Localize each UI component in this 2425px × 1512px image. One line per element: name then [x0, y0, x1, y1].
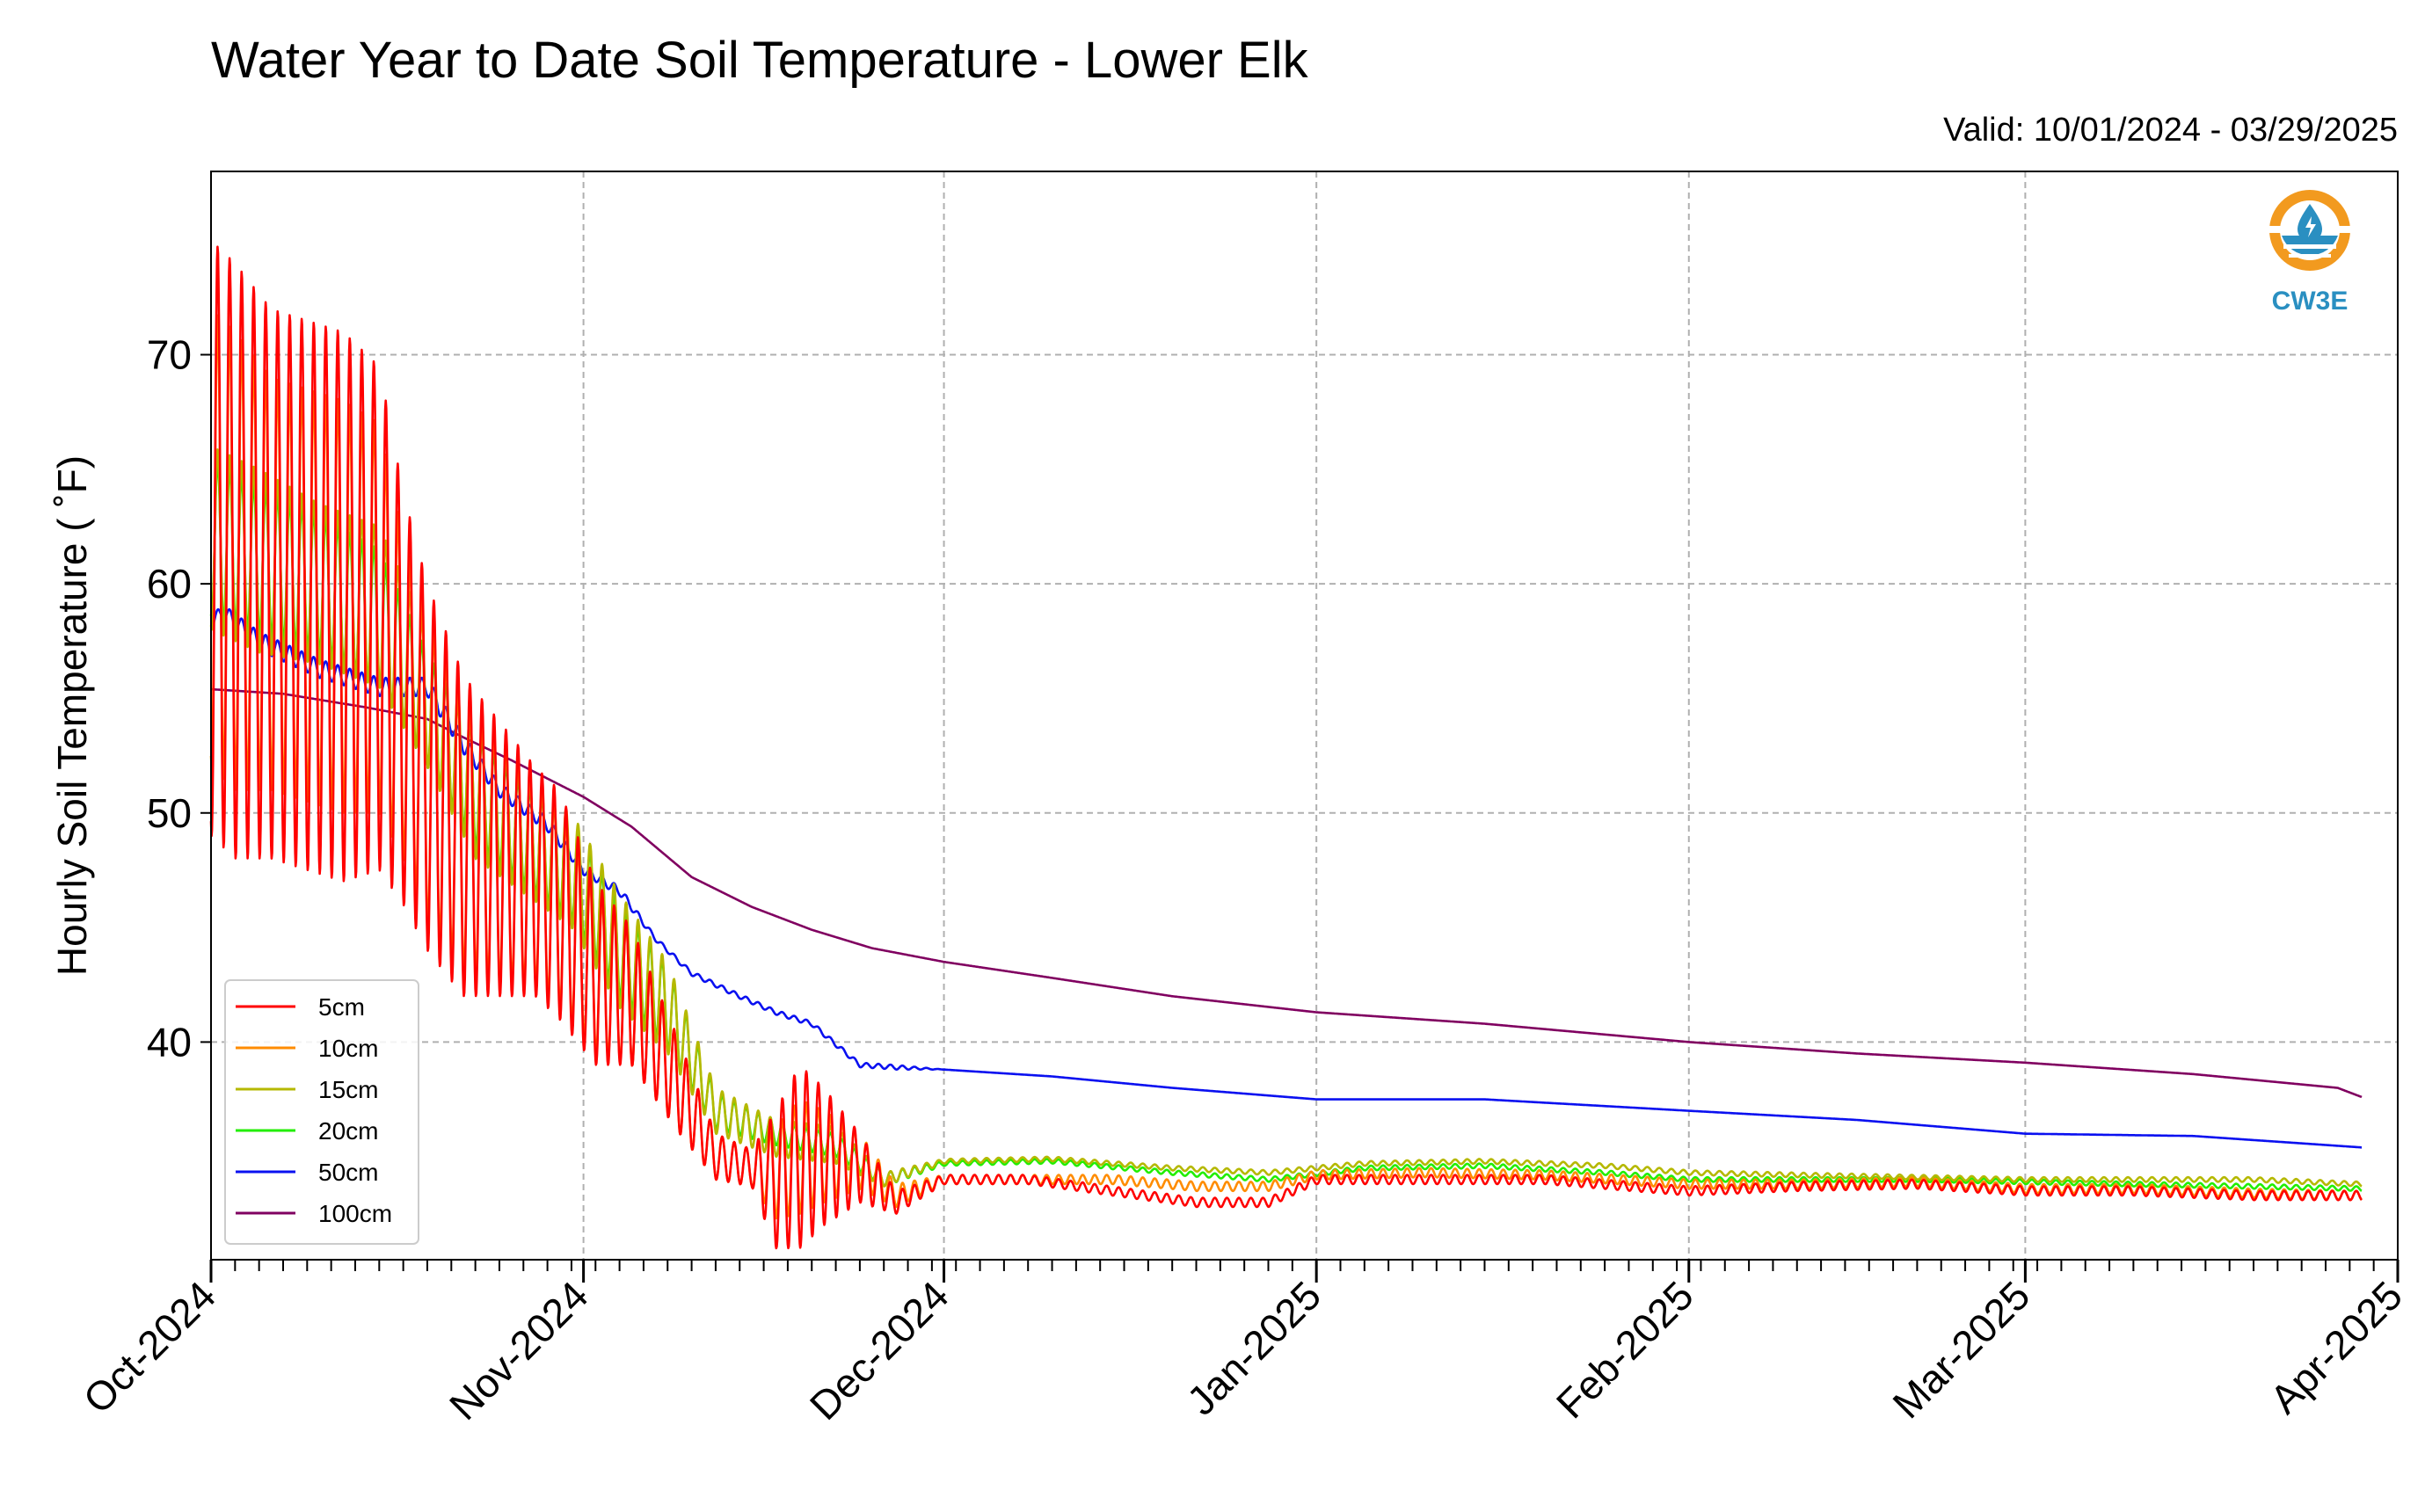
series-line-10cm — [209, 314, 2363, 1220]
x-tick-label: Mar-2025 — [1883, 1272, 2038, 1427]
plot-frame — [210, 171, 2399, 1261]
legend-label-5cm: 5cm — [318, 993, 365, 1021]
x-tick-label: Feb-2025 — [1547, 1272, 1702, 1427]
legend-label-100cm: 100cm — [318, 1200, 392, 1227]
legend-label-15cm: 15cm — [318, 1076, 378, 1103]
logo-text: CW3E — [2272, 287, 2349, 316]
series-line-5cm — [209, 245, 2363, 1250]
series-line-20cm — [209, 461, 2363, 1192]
legend-label-20cm: 20cm — [318, 1117, 378, 1145]
y-axis-label: Hourly Soil Temperature ( ˚F) — [49, 455, 95, 976]
y-axis-ticks: 40 50 60 70 — [147, 332, 211, 1065]
legend: 5cm 10cm 15cm 20cm 50cm 100cm — [224, 979, 419, 1245]
grid-lines — [211, 171, 2398, 1260]
y-tick-label: 70 — [147, 332, 192, 378]
legend-label-50cm: 50cm — [318, 1159, 378, 1186]
cw3e-logo: CW3E — [2268, 190, 2352, 316]
series-line-15cm — [209, 448, 2363, 1188]
y-tick-label: 60 — [147, 561, 192, 607]
x-axis-ticks: Oct-2024 Nov-2024 Dec-2024 Jan-2025 Feb-2025… — [75, 1260, 2411, 1428]
x-tick-label: Dec-2024 — [801, 1272, 958, 1428]
legend-label-10cm: 10cm — [318, 1035, 378, 1062]
x-tick-label: Nov-2024 — [441, 1272, 597, 1428]
water-drop-sun-icon — [2268, 190, 2352, 271]
series-lines — [209, 245, 2363, 1250]
chart-subtitle: Valid: 10/01/2024 - 03/29/2025 — [1943, 112, 2398, 149]
chart-title: Water Year to Date Soil Temperature - Lo… — [211, 32, 1309, 89]
y-tick-label: 40 — [147, 1019, 192, 1065]
x-tick-label: Apr-2025 — [2261, 1272, 2411, 1422]
y-tick-label: 50 — [147, 790, 192, 836]
x-tick-label: Oct-2024 — [75, 1272, 225, 1422]
x-tick-label: Jan-2025 — [1178, 1272, 1329, 1423]
legend-box — [224, 979, 419, 1245]
series-line-100cm — [210, 687, 2363, 1099]
